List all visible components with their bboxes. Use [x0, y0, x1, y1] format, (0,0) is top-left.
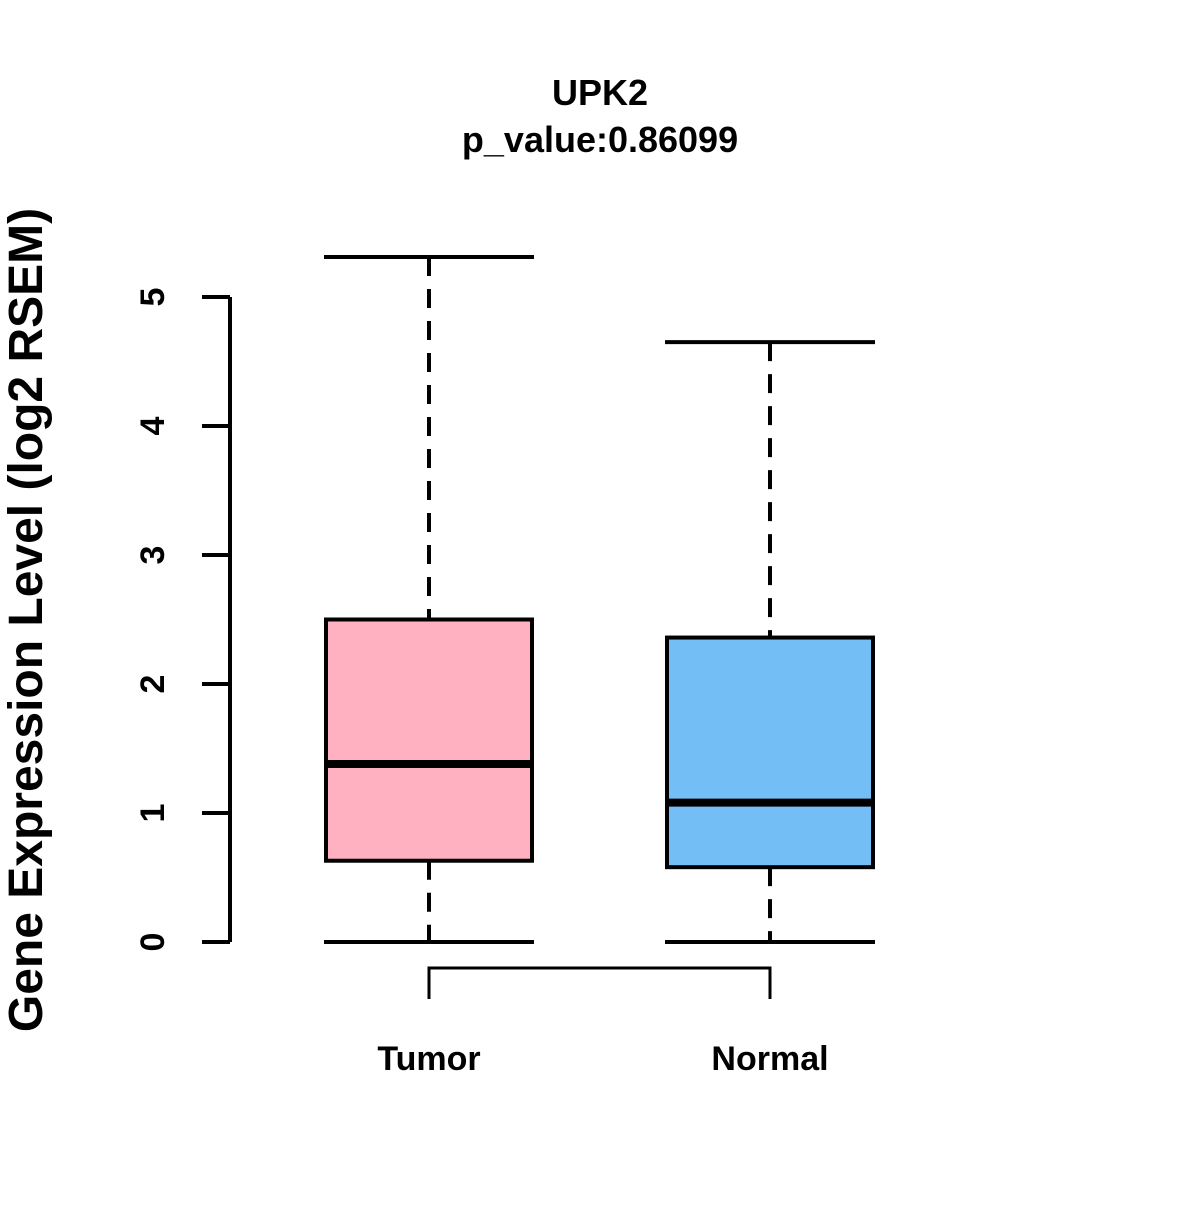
y-axis-tick-label: 0	[134, 933, 172, 952]
y-axis-tick-label: 2	[134, 675, 172, 694]
chart-title: UPK2	[552, 72, 648, 113]
y-axis-tick-label: 1	[134, 804, 172, 823]
box-series	[324, 255, 875, 944]
category-label-normal: Normal	[711, 1040, 828, 1078]
bracket-path	[427, 966, 772, 999]
iqr-box	[324, 617, 534, 863]
y-axis-tick-label: 5	[134, 288, 172, 307]
comparison-bracket	[427, 966, 772, 999]
y-axis-label: Gene Expression Level (log2 RSEM)	[0, 208, 53, 1032]
y-axis: 0 1 2 3 4 5	[134, 288, 232, 952]
category-label-tumor: Tumor	[377, 1040, 480, 1078]
y-axis-tick-label: 4	[134, 416, 172, 435]
box-group-tumor	[324, 255, 534, 944]
iqr-box	[665, 635, 875, 870]
chart-subtitle: p_value:0.86099	[462, 119, 738, 160]
y-axis-tick-label: 3	[134, 546, 172, 565]
box-group-normal	[665, 340, 875, 944]
x-axis-labels: Tumor Normal	[377, 1040, 828, 1078]
